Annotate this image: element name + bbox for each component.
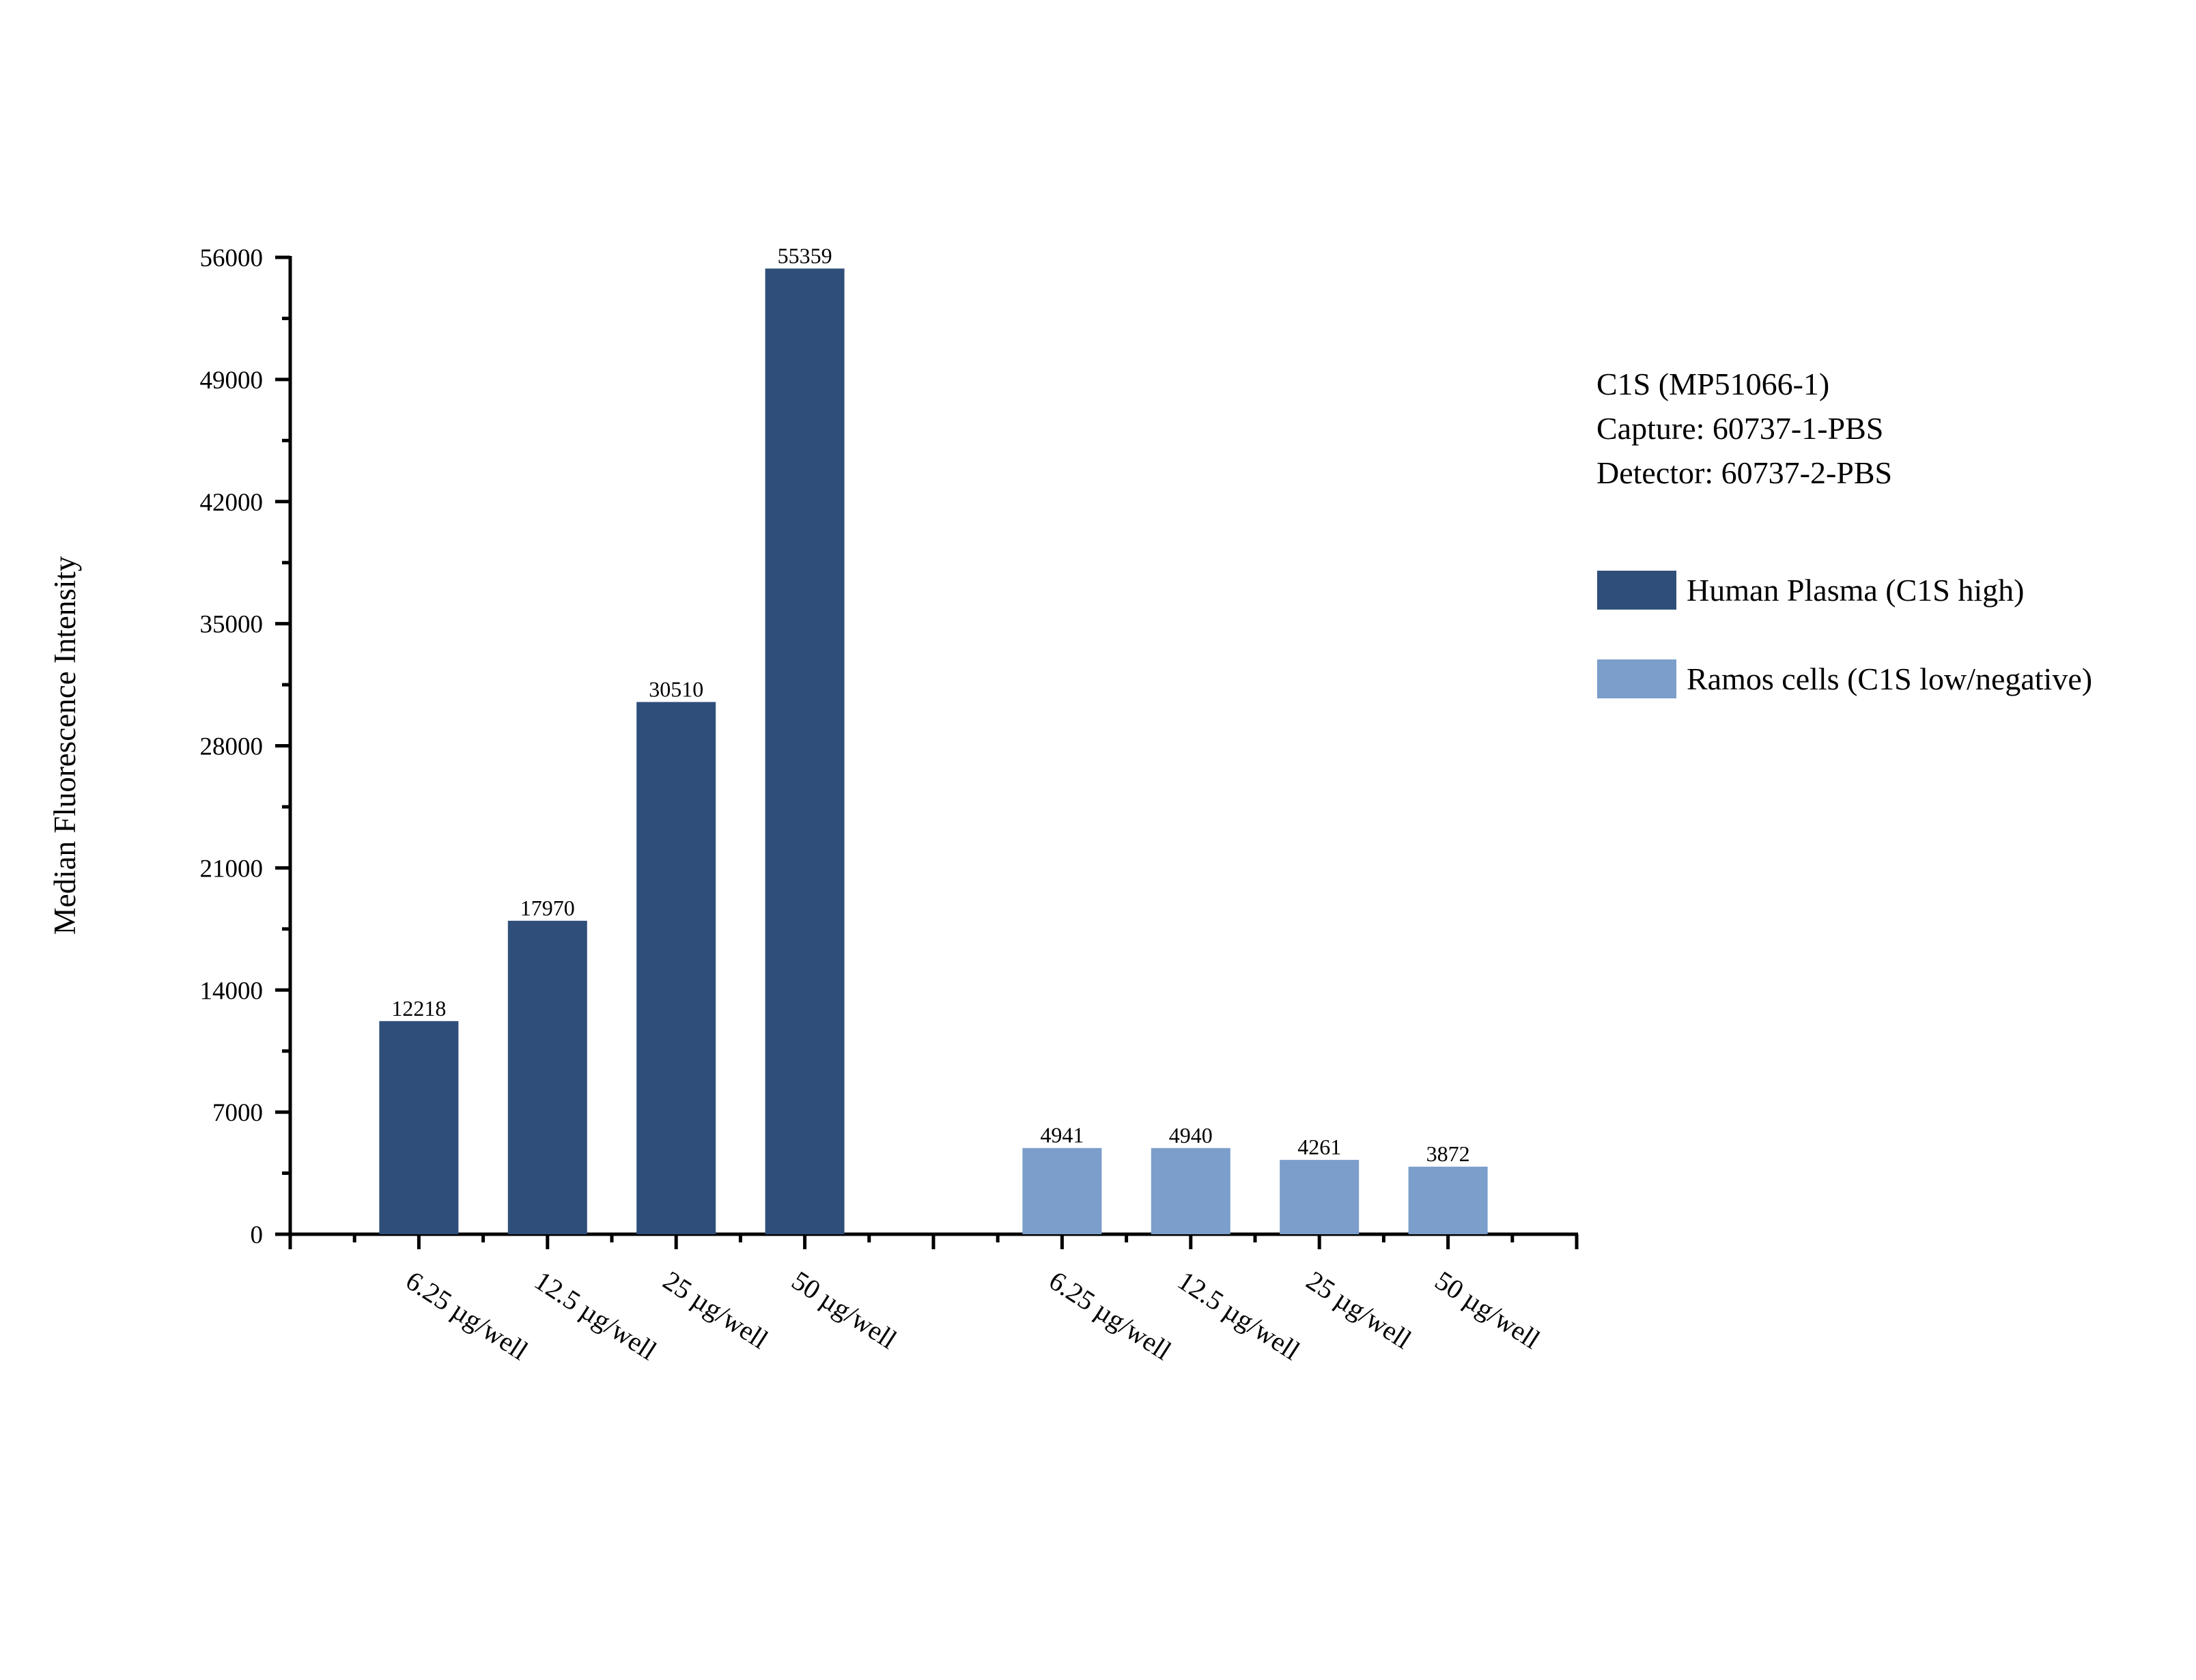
- bars: 12218 6.25 µg/well 17970 12.5 µg/well 30510 2…: [379, 243, 1545, 1366]
- axes: 0 7000 14000 21000 28000 35000 42000 49000 56000: [200, 244, 1579, 1249]
- bar: [1280, 1160, 1360, 1234]
- x-tick-label: 6.25 µg/well: [400, 1265, 533, 1366]
- bar-value-label: 4941: [1040, 1123, 1084, 1148]
- x-tick-label: 25 µg/well: [1301, 1265, 1417, 1355]
- legend-swatch-human-plasma: [1597, 571, 1676, 610]
- annotation-line-1: C1S (MP51066-1): [1596, 367, 1829, 401]
- x-tick-label: 12.5 µg/well: [1172, 1265, 1306, 1366]
- x-tick-label: 25 µg/well: [658, 1265, 774, 1355]
- bar: [765, 268, 845, 1234]
- legend-label-ramos-cells: Ramos cells (C1S low/negative): [1687, 661, 2092, 696]
- y-tick-label: 35000: [200, 611, 264, 639]
- bar-value-label: 17970: [520, 896, 575, 920]
- bar: [1151, 1148, 1230, 1234]
- bar-value-label: 12218: [391, 996, 446, 1021]
- bar: [1408, 1167, 1488, 1234]
- annotation: C1S (MP51066-1) Capture: 60737-1-PBS Det…: [1596, 367, 1892, 490]
- x-tick-label: 12.5 µg/well: [529, 1265, 662, 1366]
- annotation-line-2: Capture: 60737-1-PBS: [1596, 411, 1883, 446]
- bar-value-label: 30510: [649, 677, 703, 701]
- y-tick-label: 21000: [200, 855, 264, 883]
- bar-value-label: 4261: [1297, 1135, 1341, 1159]
- legend: Human Plasma (C1S high) Ramos cells (C1S…: [1597, 571, 2092, 698]
- bar-value-label: 55359: [778, 243, 832, 268]
- bar-value-label: 4940: [1169, 1123, 1213, 1148]
- y-tick-label: 42000: [200, 489, 264, 517]
- bar: [636, 702, 716, 1234]
- y-tick-label: 56000: [200, 244, 264, 272]
- y-tick-label: 28000: [200, 733, 264, 761]
- y-tick-label: 0: [251, 1221, 264, 1249]
- y-tick-label: 7000: [212, 1099, 263, 1127]
- y-tick-label: 14000: [200, 977, 264, 1005]
- y-axis-label: Median Fluorescence Intensity: [48, 556, 82, 935]
- x-tick-label: 50 µg/well: [1430, 1265, 1546, 1355]
- annotation-line-3: Detector: 60737-2-PBS: [1596, 455, 1892, 490]
- legend-swatch-ramos-cells: [1597, 659, 1676, 698]
- y-tick-label: 49000: [200, 367, 264, 395]
- legend-label-human-plasma: Human Plasma (C1S high): [1687, 573, 2024, 608]
- bar: [379, 1021, 459, 1234]
- x-tick-label: 50 µg/well: [787, 1265, 903, 1355]
- x-tick-label: 6.25 µg/well: [1043, 1265, 1177, 1366]
- bar: [1022, 1148, 1102, 1234]
- bar-value-label: 3872: [1426, 1141, 1470, 1166]
- bar: [507, 920, 587, 1234]
